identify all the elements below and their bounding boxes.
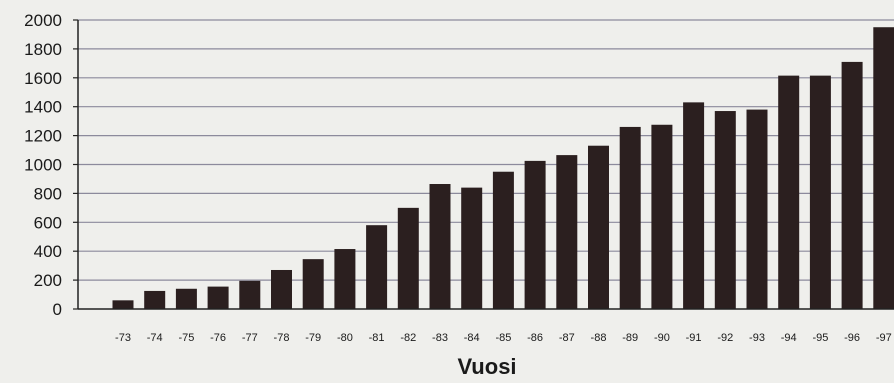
x-tick-label: -77 [242, 332, 258, 344]
bar [175, 288, 197, 309]
x-tick-label: -82 [400, 332, 416, 344]
y-tick-label: 1400 [24, 98, 62, 117]
x-tick-label: -96 [844, 332, 860, 344]
gridlines [78, 19, 894, 281]
bar [429, 184, 451, 309]
bars [112, 27, 894, 310]
bar [619, 126, 641, 310]
x-tick-label: -81 [369, 332, 385, 344]
bar [302, 259, 324, 309]
x-tick-label: -78 [274, 332, 290, 344]
x-tick-label: -84 [464, 332, 480, 344]
x-tick-label: -90 [654, 332, 670, 344]
bar [841, 61, 863, 309]
y-tick-label: 800 [34, 184, 62, 203]
y-tick-label: 2000 [24, 11, 62, 30]
bar [144, 290, 166, 309]
bar [366, 225, 388, 309]
x-tick-label: -91 [686, 332, 702, 344]
x-tick-label: -79 [305, 332, 321, 344]
x-tick-label: -92 [717, 332, 733, 344]
y-tick-label: 0 [53, 300, 62, 319]
y-tick-label: 1800 [24, 40, 62, 59]
y-tick-label: 1000 [24, 156, 62, 175]
bar [397, 207, 419, 309]
x-tick-label: -89 [622, 332, 638, 344]
x-tick-label: -86 [527, 332, 543, 344]
bar [683, 102, 705, 310]
x-tick-label: -85 [495, 332, 511, 344]
bar [524, 160, 546, 309]
bar [714, 111, 736, 309]
y-tick-label: 600 [34, 213, 62, 232]
x-tick-label: -75 [178, 332, 194, 344]
x-tick-label: -95 [812, 332, 828, 344]
axes [73, 19, 894, 310]
bar [271, 269, 292, 309]
bar [588, 145, 609, 309]
bar [207, 286, 229, 309]
x-tick-labels: -73 -74 -75 -76 -77 -78 -79 -80 -81 -82 -83 -84 -85 -… [115, 332, 892, 344]
x-tick-label: -80 [337, 332, 353, 344]
bar [492, 171, 514, 309]
bar [461, 187, 483, 309]
x-tick-label: -73 [115, 332, 131, 344]
bar [746, 109, 768, 309]
bar [112, 300, 134, 309]
x-tick-label: -88 [591, 332, 607, 344]
x-tick-label: -83 [432, 332, 448, 344]
x-tick-label: -76 [210, 332, 226, 344]
x-tick-label: -74 [147, 332, 163, 344]
y-tick-label: 200 [34, 271, 62, 290]
x-axis-label: Vuosi [457, 354, 516, 379]
x-tick-label: -87 [559, 332, 575, 344]
x-tick-label: -97 [876, 332, 892, 344]
y-tick-label: 1600 [24, 69, 62, 88]
bar [809, 75, 831, 309]
bar [873, 27, 894, 309]
x-tick-label: -94 [781, 332, 797, 344]
bar [556, 155, 578, 309]
y-tick-label: 400 [34, 242, 62, 261]
y-tick-label: 1200 [24, 127, 62, 146]
bar [239, 280, 261, 309]
bar [778, 75, 800, 309]
bar [334, 249, 356, 309]
y-tick-labels: 0 200 400 600 800 1000 1200 1400 1600 1800 2000 [24, 11, 62, 319]
bar [651, 124, 673, 309]
x-tick-label: -93 [749, 332, 765, 344]
